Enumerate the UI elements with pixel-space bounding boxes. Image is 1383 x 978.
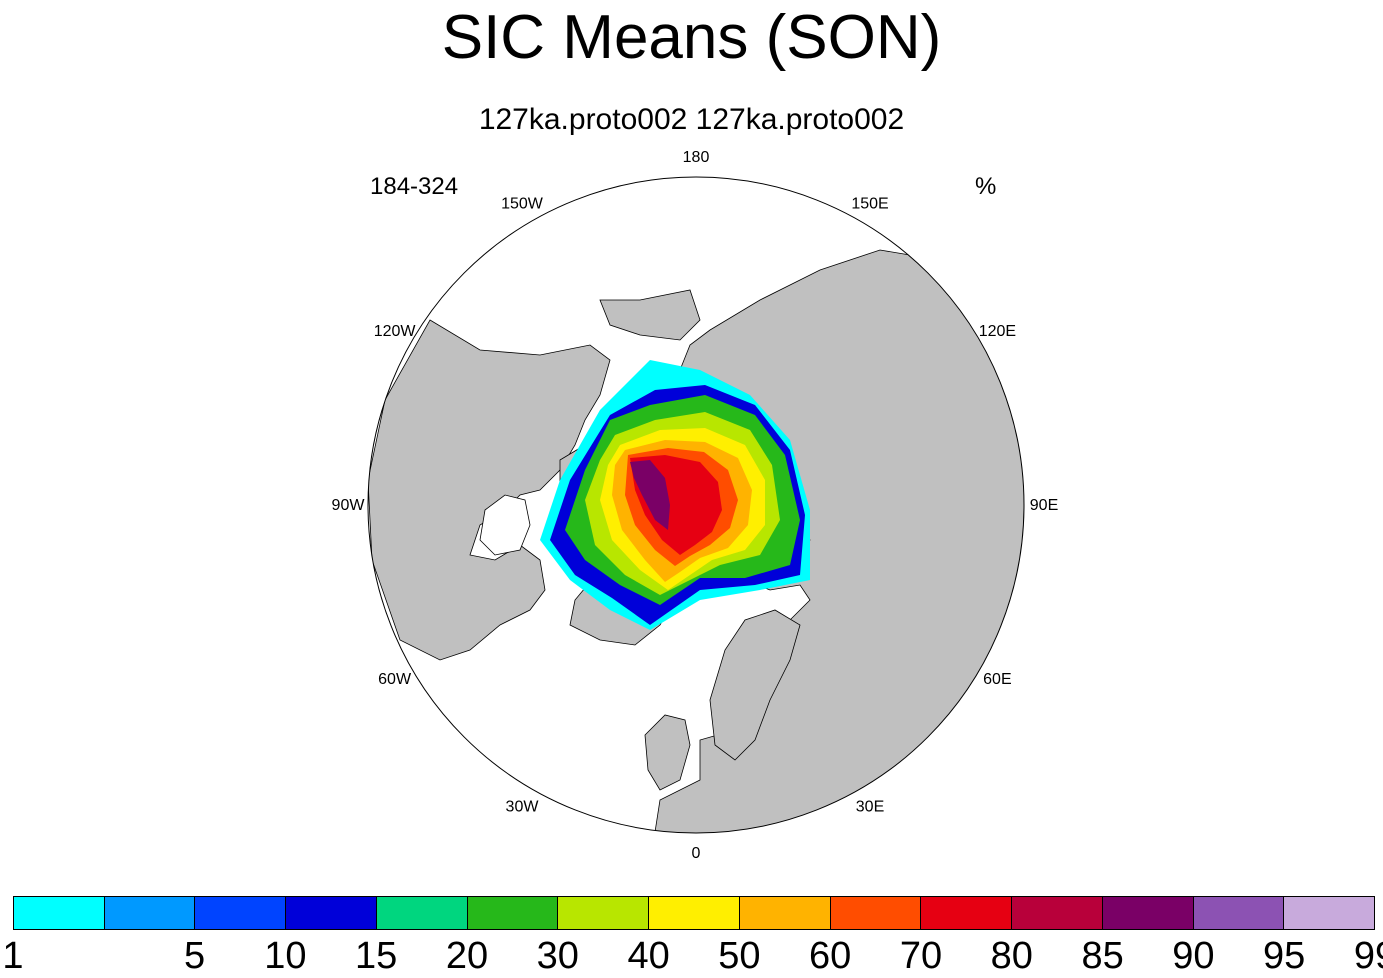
colorbar-box: [1102, 897, 1194, 929]
colorbar-box: [14, 897, 105, 929]
colorbar-label: 5: [184, 935, 206, 977]
colorbar-box: [467, 897, 559, 929]
colorbar-label: 20: [445, 935, 489, 977]
land-scandinavia: [709, 609, 801, 761]
colorbar-box: [1284, 897, 1375, 929]
colorbar-box: [104, 897, 196, 929]
plot-title: SIC Means (SON): [441, 3, 942, 72]
colorbar-label: 70: [899, 935, 943, 977]
colorbar-label: 85: [1081, 935, 1124, 977]
colorbar-box: [739, 897, 831, 929]
units-label: %: [975, 173, 997, 200]
colorbar-label: 1: [2, 935, 24, 977]
colorbar-label: 30: [536, 935, 579, 977]
colorbar-box: [195, 897, 287, 929]
colorbar-box: [1193, 897, 1285, 929]
colorbar-box: [649, 897, 740, 929]
longitude-label: 0: [692, 845, 701, 862]
colorbar-box: [286, 897, 377, 929]
map-content: [368, 249, 1024, 833]
sea-ice-field: [540, 360, 810, 630]
colorbar-label: 40: [627, 935, 670, 977]
water-hudson-bay: [479, 494, 531, 556]
longitude-label: 120W: [374, 323, 417, 340]
colorbar-box: [830, 897, 922, 929]
longitude-label: 90E: [1030, 497, 1058, 514]
colorbar-box: [376, 897, 468, 929]
colorbar-label: 99: [1353, 935, 1383, 977]
sic-contour-90: [630, 460, 670, 530]
map-perimeter: [367, 176, 1025, 834]
land-british-isles: [644, 714, 691, 791]
colorbar-label: 90: [1172, 935, 1215, 977]
longitude-label: 60E: [983, 671, 1011, 688]
land-north-america: [368, 319, 611, 661]
plot-subtitle: 127ka.proto002 127ka.proto002: [478, 103, 905, 136]
colorbar-box: [921, 897, 1013, 929]
colorbar-label: 15: [355, 935, 398, 977]
longitude-label: 150W: [501, 196, 544, 213]
colorbar-box: [558, 897, 650, 929]
time-range-label: 184-324: [370, 173, 459, 200]
longitude-label: 30E: [856, 798, 884, 815]
land-beringia: [599, 289, 701, 341]
longitude-labels: 0 30E 60E 90E 120E 150E 180 150W 120W 90W 60W 30W: [332, 149, 1059, 862]
colorbar-label: 10: [264, 935, 307, 977]
longitude-label: 60W: [378, 671, 412, 688]
colorbar-label: 95: [1263, 935, 1306, 977]
colorbar-label: 50: [718, 935, 761, 977]
colorbar-label: 80: [990, 935, 1033, 977]
colorbar: [13, 896, 1375, 930]
longitude-label: 30W: [506, 798, 540, 815]
longitude-label: 180: [683, 149, 710, 166]
colorbar-box: [1012, 897, 1103, 929]
colorbar-label: 60: [809, 935, 852, 977]
longitude-label: 120E: [979, 323, 1016, 340]
longitude-label: 150E: [851, 196, 888, 213]
longitude-label: 90W: [332, 497, 366, 514]
